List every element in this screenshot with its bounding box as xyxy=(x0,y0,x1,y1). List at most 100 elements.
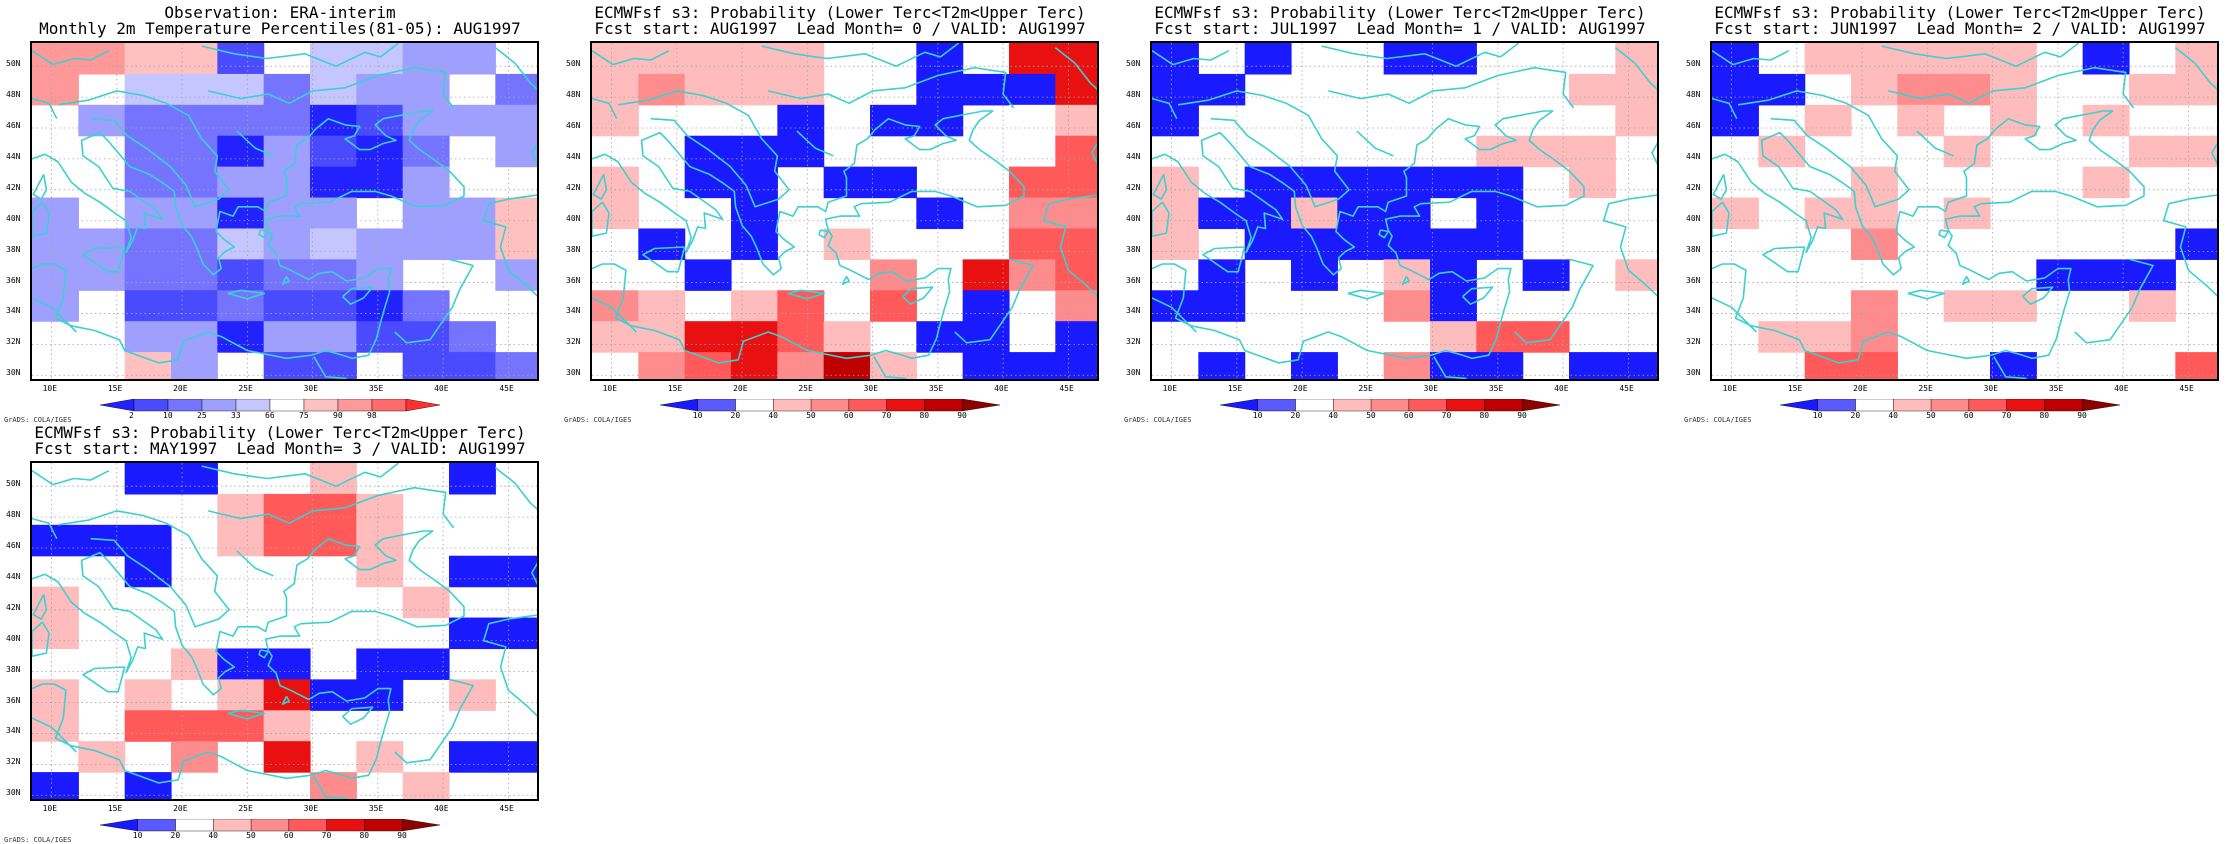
coastline xyxy=(642,246,686,273)
grid-cell xyxy=(1055,259,1097,291)
grid-cell xyxy=(1897,73,1945,106)
grid-cell xyxy=(1383,43,1431,75)
lon-label: 30E xyxy=(1423,384,1439,393)
grid-cell xyxy=(495,73,537,106)
grid-cell xyxy=(1055,166,1097,199)
colorbar-tick-label: 66 xyxy=(265,411,275,420)
coastline xyxy=(1993,356,2027,379)
coastline xyxy=(494,466,537,510)
grid-cell xyxy=(124,290,172,322)
grid-cell xyxy=(448,321,496,353)
colorbar-tick-label: 50 xyxy=(806,411,816,420)
coastline xyxy=(592,110,1025,364)
colorbar-swatch xyxy=(201,398,237,412)
coastline xyxy=(281,276,290,285)
grid-cell xyxy=(1055,290,1097,322)
grid-cell xyxy=(916,73,964,106)
grid-cell xyxy=(124,197,172,230)
lon-label: 45E xyxy=(1059,384,1074,393)
grid-cell xyxy=(495,617,537,650)
lon-label: 20E xyxy=(173,384,188,393)
grid-cell xyxy=(448,741,496,773)
grid-cell xyxy=(1198,197,1246,230)
coastline xyxy=(1202,246,1246,273)
grid-cell xyxy=(356,228,404,260)
grid-cell xyxy=(1008,166,1056,199)
lon-label: 20E xyxy=(733,384,748,393)
colorbar xyxy=(90,398,450,412)
colorbar-swatch xyxy=(405,398,441,412)
coastline xyxy=(841,276,850,285)
coastline xyxy=(2074,258,2154,344)
map-svg xyxy=(32,463,537,799)
lat-label: 34N xyxy=(566,306,581,316)
lon-label: 15E xyxy=(1227,384,1243,393)
grid-cell xyxy=(32,197,79,230)
lat-label: 30N xyxy=(1686,368,1701,378)
grid-cell xyxy=(962,352,1010,379)
lon-label: 45E xyxy=(499,384,514,393)
grid-cell xyxy=(263,259,311,291)
grid-cell xyxy=(217,104,265,137)
coastline xyxy=(208,486,455,529)
grid-cell xyxy=(1152,104,1199,137)
grid-cell xyxy=(1198,290,1246,322)
lat-label: 38N xyxy=(1686,244,1701,254)
coastline xyxy=(32,530,465,784)
lat-label: 42N xyxy=(1126,182,1141,192)
coastline xyxy=(1347,289,1386,300)
grid-cell xyxy=(1008,228,1056,260)
grid-cell xyxy=(1055,197,1097,230)
coastline xyxy=(1462,286,1494,306)
grid-cell xyxy=(592,197,639,230)
coastline xyxy=(1152,97,1178,120)
grid-cell xyxy=(402,352,450,379)
coastline xyxy=(32,297,77,333)
lat-label: 30N xyxy=(6,788,21,798)
colorbar-swatch xyxy=(326,818,365,832)
grid-cell xyxy=(217,228,265,260)
lon-label: 40E xyxy=(434,804,449,813)
colorbar-tick-label: 75 xyxy=(299,411,309,420)
coastline xyxy=(787,289,826,300)
grid-cell xyxy=(1758,321,1806,353)
grid-cell xyxy=(78,524,126,557)
grid-cell xyxy=(1055,135,1097,168)
lon-label: 45E xyxy=(1619,384,1634,393)
grid-cell xyxy=(217,73,265,106)
coastline xyxy=(482,194,537,297)
colorbar-tick-label: 2 xyxy=(129,411,134,420)
grid-cell xyxy=(32,617,79,650)
coastline xyxy=(1042,194,1097,297)
coastline xyxy=(1152,49,1230,66)
coastline xyxy=(32,97,58,120)
coastline xyxy=(2174,46,2217,90)
coastline xyxy=(281,696,290,705)
colorbar-swatch xyxy=(269,398,305,412)
colorbar xyxy=(1210,398,1570,412)
grid-cell xyxy=(1383,259,1431,291)
colorbar-swatch xyxy=(1219,398,1258,412)
grid-cell xyxy=(1476,197,1524,230)
grid-cell xyxy=(356,73,404,106)
colorbar-swatch xyxy=(1370,398,1410,412)
panel-subtitle: Fcst start: MAY1997 Lead Month= 3 / VALI… xyxy=(34,439,526,458)
lon-label: 10E xyxy=(602,384,618,393)
lat-label: 40N xyxy=(1126,213,1141,223)
grid-cell xyxy=(448,43,496,75)
grid-cell xyxy=(1712,104,1759,137)
colorbar-swatch xyxy=(213,818,252,832)
colorbar-swatch xyxy=(886,398,925,412)
grid-cell xyxy=(124,73,172,106)
map-plot xyxy=(30,41,539,381)
colorbar-swatch xyxy=(99,398,135,412)
grid-cell xyxy=(1055,228,1097,260)
colorbar-tick-label: 70 xyxy=(881,411,892,420)
colorbar-swatch xyxy=(235,398,271,412)
lon-label: 35E xyxy=(368,384,384,393)
grid-cell xyxy=(124,352,172,379)
grid-cell xyxy=(495,228,537,260)
coastline xyxy=(32,594,48,620)
grid-cell xyxy=(916,43,964,75)
coastline xyxy=(208,66,455,109)
